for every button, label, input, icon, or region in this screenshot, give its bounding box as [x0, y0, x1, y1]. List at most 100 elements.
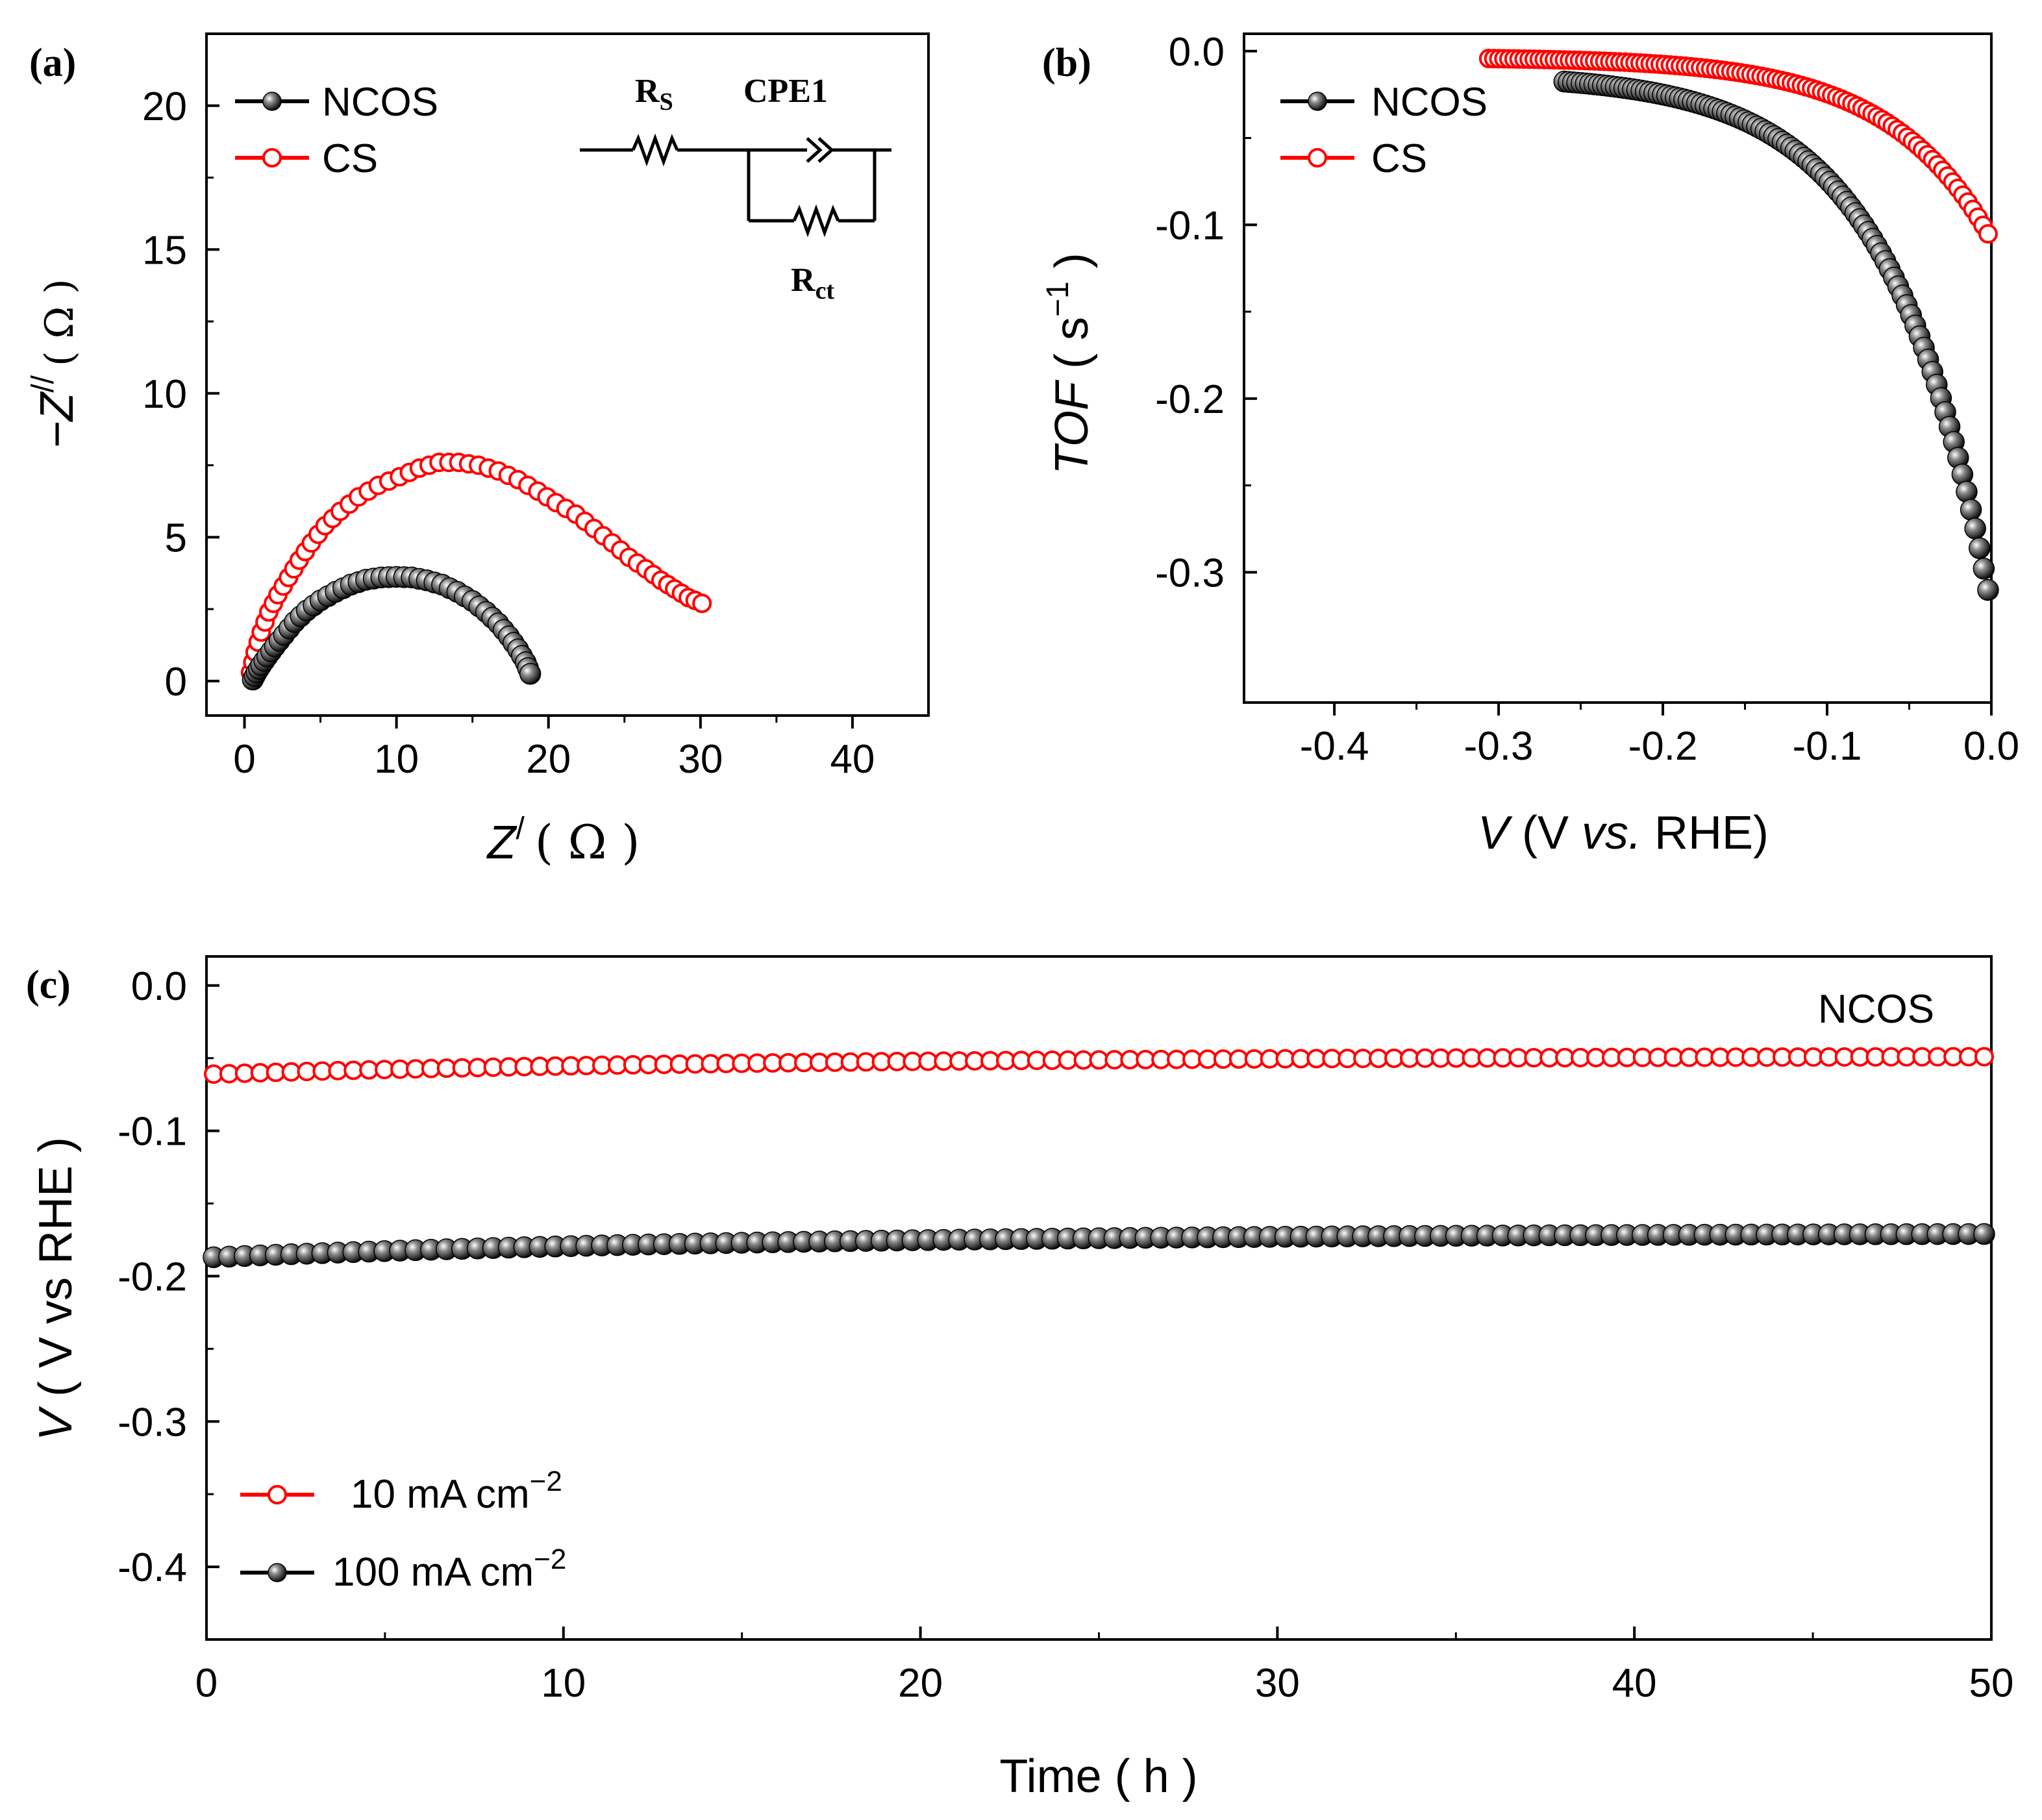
- legend-c-10-label: 10 mA cm−2: [351, 1465, 562, 1517]
- legend-c-100-label: 100 mA cm−2: [332, 1543, 566, 1595]
- panel-b-y-title-close: ): [1046, 253, 1098, 281]
- b-ytick-label: -0.1: [1155, 203, 1225, 248]
- panel-c-label: (c): [26, 963, 71, 1007]
- series-c-0: [203, 1047, 1995, 1084]
- panel-a-y-title-sup: //: [26, 375, 60, 392]
- panel-c-y-title-rest: ( V vs RHE ): [30, 1137, 82, 1410]
- legend-b-ncos-marker: [1308, 92, 1327, 111]
- a-ytick-label: 20: [142, 84, 187, 129]
- panel-a-y-title-main: −Z: [31, 392, 83, 449]
- panel-b-x-title: V (V vs. RHE): [1478, 807, 1769, 859]
- panel-c-x-title: Time ( h ): [999, 1751, 1197, 1802]
- c-ytick-label: -0.4: [118, 1545, 187, 1590]
- b-ncos-point: [1956, 480, 1978, 503]
- b-ytick-label: -0.2: [1155, 377, 1225, 422]
- b-xtick-label: -0.1: [1793, 724, 1862, 769]
- b-ytick-label: -0.3: [1155, 551, 1225, 595]
- panel-a-y-title-unit: ( Ω ): [37, 279, 82, 366]
- a-ytick-label: 0: [165, 660, 187, 704]
- ncos-point: [519, 663, 542, 685]
- c-ytick-label: -0.1: [118, 1110, 187, 1154]
- b-xtick-label: -0.2: [1628, 724, 1698, 769]
- b-ncos-point: [1960, 499, 1982, 521]
- series-cs: [240, 453, 712, 682]
- legend-c-10-sup: −2: [530, 1465, 562, 1497]
- series-b-ncos: [1553, 70, 1999, 601]
- panel-a-series: [240, 453, 712, 691]
- panel-b-ticks: [1244, 49, 1993, 716]
- c-ytick-label: -0.2: [118, 1254, 187, 1299]
- series-b-cs: [1478, 49, 1998, 244]
- panel-c-legend: 10 mA cm−2 100 mA cm−2: [240, 1465, 566, 1595]
- b-xtick-label: -0.3: [1464, 724, 1534, 769]
- panel-b-label: (b): [1042, 41, 1091, 85]
- circuit-rs-resistor: [631, 133, 679, 167]
- panel-a-x-title: Z/ ( Ω ): [486, 812, 640, 869]
- a-xtick-label: 10: [374, 737, 419, 782]
- b-ncos-point: [1977, 579, 1999, 601]
- circuit-rct-sub: ct: [816, 277, 835, 305]
- panel-b-y-title-unit: ( s: [1046, 317, 1098, 382]
- panel-b-y-title: TOF ( s−1 ): [1041, 253, 1098, 474]
- a-ytick-label: 10: [142, 372, 187, 417]
- a-xtick-label: 40: [830, 737, 875, 782]
- panel-a-label: (a): [29, 41, 76, 85]
- panel-b-x-title-main: V: [1478, 807, 1513, 859]
- panel-c-ticks: [205, 984, 1993, 1639]
- panel-a-frame: [205, 32, 930, 717]
- legend-c-10-text: 10 mA cm: [351, 1472, 530, 1517]
- a-ytick-label: 5: [165, 516, 187, 560]
- panel-b-x-title-rest: RHE): [1641, 807, 1769, 859]
- b-xtick-label: 0.0: [1963, 724, 2019, 769]
- c-xtick-label: 40: [1612, 1661, 1657, 1706]
- c-1-point: [1973, 1223, 1995, 1245]
- panel-c-annotation: NCOS: [1818, 987, 1934, 1032]
- panel-c-tick-labels: 0 10 20 30 40 50 0.0 -0.1 -0.2 -0.3 -0.4: [118, 964, 2013, 1706]
- a-xtick-label: 0: [233, 737, 255, 782]
- b-cs-point: [1978, 224, 1998, 244]
- b-ncos-point: [1969, 537, 1991, 560]
- legend-cs-marker: [262, 148, 282, 168]
- panel-c: (c) 0 10 20 30 40 500.0-0.1-0.2-0.3-0.4 NCOS …: [26, 955, 2013, 1802]
- c-xtick-label: 30: [1255, 1661, 1300, 1706]
- panel-b-y-title-main: TOF: [1046, 379, 1098, 475]
- a-xtick-label: 30: [678, 737, 723, 782]
- c-ytick-label: 0.0: [131, 964, 187, 1009]
- circuit-rct-label: Rct: [791, 262, 834, 305]
- panel-b-series: [1478, 49, 1999, 601]
- c-xtick-label: 10: [541, 1661, 586, 1706]
- b-ncos-point: [1973, 558, 1995, 580]
- c-ytick-label: -0.3: [118, 1400, 187, 1445]
- legend-b-cs-label: CS: [1371, 136, 1427, 181]
- legend-b-ncos-label: NCOS: [1371, 80, 1488, 125]
- circuit-rs-sub: S: [660, 88, 673, 116]
- panel-a-x-title-sup: /: [516, 812, 525, 846]
- legend-c-100-marker: [268, 1563, 287, 1582]
- circuit-cpe-label: CPE1: [743, 73, 828, 110]
- equivalent-circuit-inset: [580, 133, 891, 238]
- a-ytick-label: 15: [142, 228, 187, 273]
- panel-a-legend: NCOS CS: [235, 80, 438, 181]
- legend-b-cs-marker: [1308, 148, 1327, 168]
- panel-a-x-title-main: Z: [486, 817, 517, 869]
- panel-b-x-title-vs: vs.: [1582, 807, 1641, 859]
- panel-b-tick-labels: -0.4 -0.3 -0.2 -0.1 0.0 0.0 -0.1 -0.2 -0.3: [1155, 30, 2019, 769]
- legend-cs-label: CS: [322, 136, 378, 181]
- legend-c-10-marker: [268, 1485, 287, 1504]
- c-xtick-label: 50: [1969, 1661, 2014, 1706]
- b-ncos-point: [1964, 517, 1986, 540]
- panel-b-x-title-unit: (V: [1509, 807, 1582, 859]
- circuit-rs-main: R: [635, 73, 660, 110]
- panel-b-legend: NCOS CS: [1280, 80, 1488, 181]
- panel-b-y-title-sup: −1: [1041, 281, 1075, 317]
- legend-c-100-sup: −2: [534, 1543, 566, 1575]
- panel-a-x-title-unit: ( Ω ): [535, 815, 640, 869]
- series-ncos: [242, 566, 542, 691]
- series-c-1: [203, 1223, 1995, 1269]
- b-xtick-label: -0.4: [1300, 724, 1369, 769]
- c-xtick-label: 0: [195, 1661, 218, 1706]
- panel-c-series: [203, 1047, 1995, 1269]
- panel-b-frame: [1243, 32, 1993, 704]
